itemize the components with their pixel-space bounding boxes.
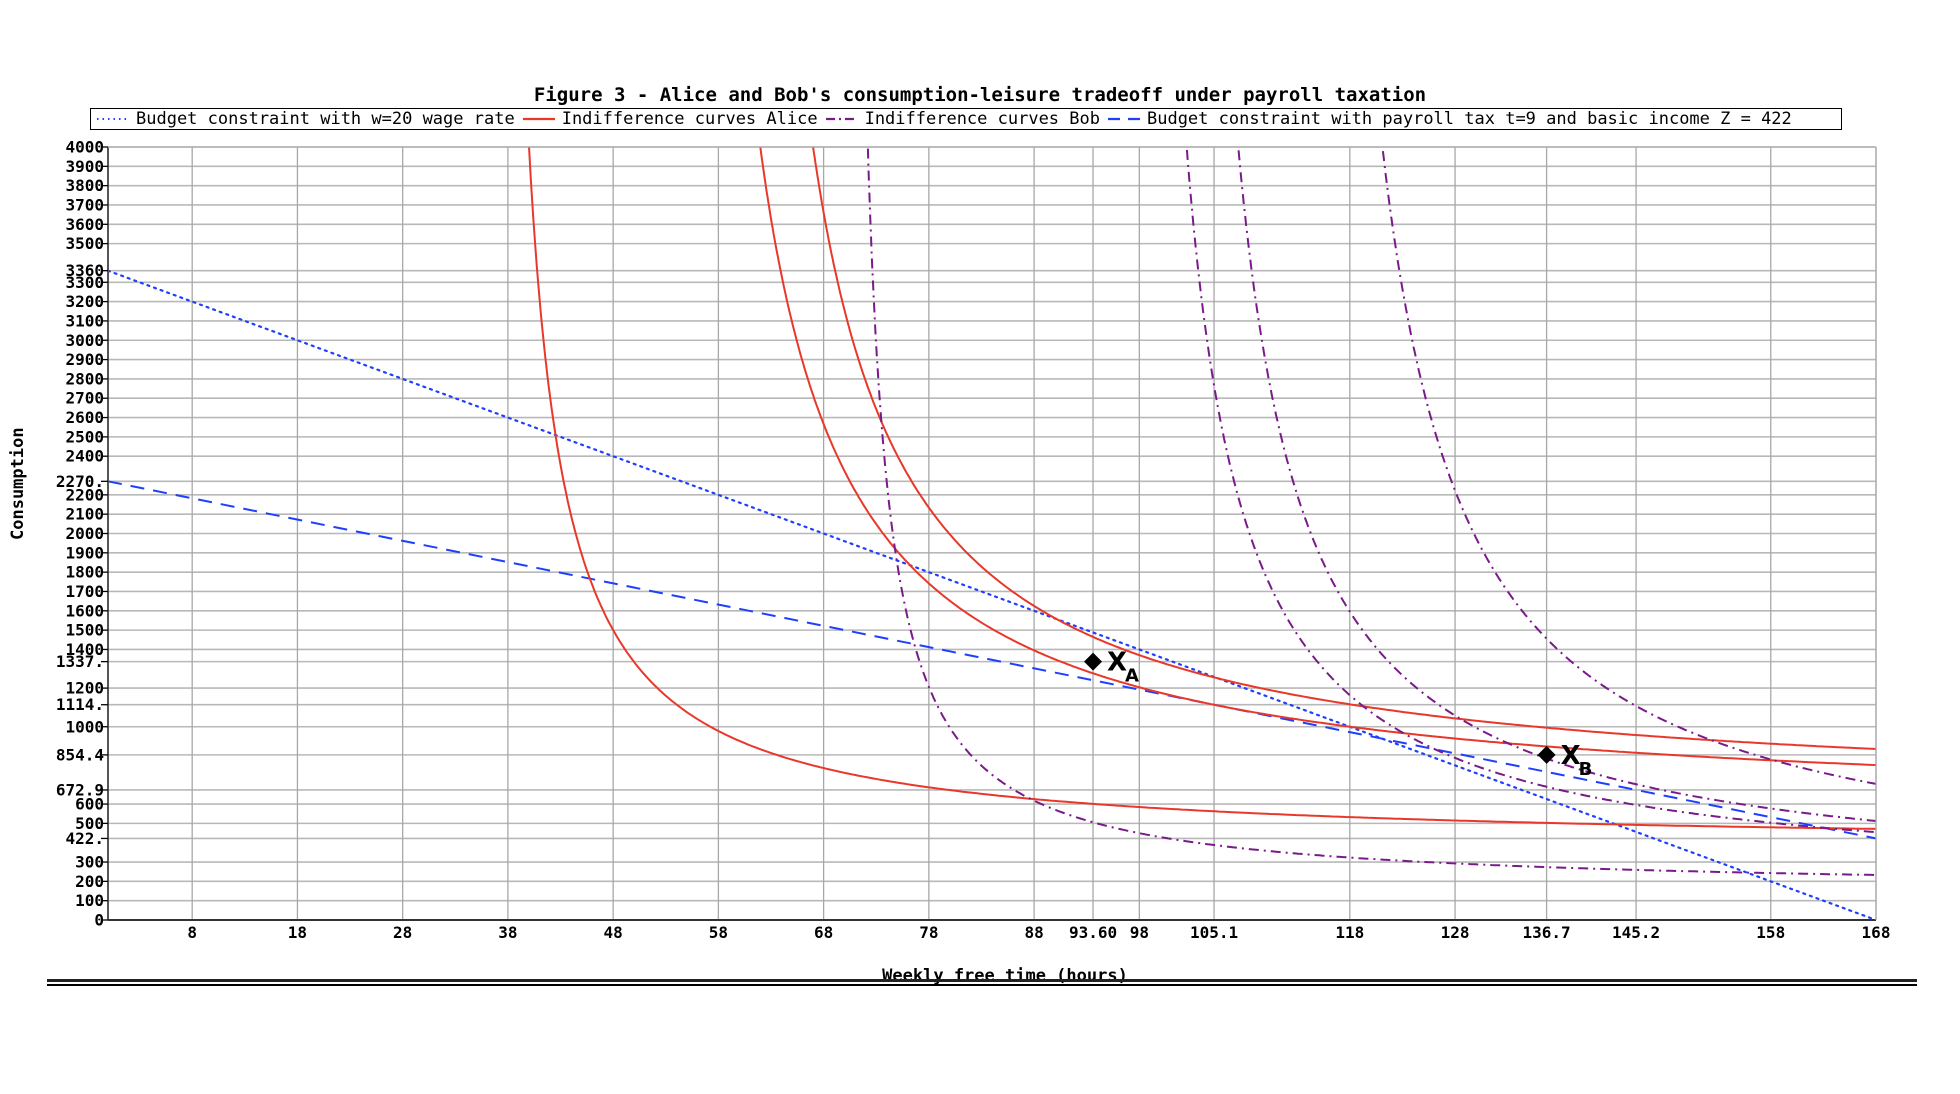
legend-label: Budget constraint with payroll tax t=9 a… xyxy=(1146,109,1792,129)
y-tick-label: 1700 xyxy=(65,582,104,601)
x-tick-label: 98 xyxy=(1130,923,1149,942)
y-tick-label: 1114. xyxy=(56,695,104,714)
x-axis-label: Weekly free time (hours) xyxy=(882,966,1128,986)
y-tick-label: 100 xyxy=(75,891,104,910)
x-tick-label: 38 xyxy=(498,923,517,942)
diamond-marker-icon xyxy=(1537,745,1556,764)
x-tick-label: 18 xyxy=(288,923,307,942)
legend-label: Budget constraint with w=20 wage rate xyxy=(136,109,515,129)
chart-series xyxy=(108,147,1876,920)
marker-label: X xyxy=(1107,648,1127,678)
legend-label: Indifference curves Bob xyxy=(864,109,1100,129)
y-tick-label: 3900 xyxy=(65,157,104,176)
x-tick-label: 118 xyxy=(1335,923,1364,942)
legend-item-alice: Indifference curves Alice xyxy=(521,109,818,129)
y-tick-label: 500 xyxy=(75,814,104,833)
y-tick-label: 422. xyxy=(65,829,104,848)
x-tick-label: 28 xyxy=(393,923,412,942)
y-tick-label: 2000 xyxy=(65,524,104,543)
tick-labels: 0100200300422.500600672.9854.410001114.1… xyxy=(56,138,1891,943)
series-dashdot-5 xyxy=(866,147,1876,876)
x-tick-label: 105.1 xyxy=(1190,923,1238,942)
x-tick-label: 168 xyxy=(1862,923,1891,942)
y-tick-label: 2400 xyxy=(65,447,104,466)
dashdot-line-swatch-icon xyxy=(825,117,858,121)
legend: Budget constraint with w=20 wage rate In… xyxy=(90,108,1842,130)
legend-item-bob: Indifference curves Bob xyxy=(824,109,1100,129)
x-tick-label: 8 xyxy=(187,923,197,942)
y-tick-label: 3300 xyxy=(65,273,104,292)
diamond-marker-icon xyxy=(1084,652,1103,671)
y-tick-label: 3360 xyxy=(65,261,104,280)
y-tick-label: 2100 xyxy=(65,505,104,524)
x-tick-label: 128 xyxy=(1441,923,1470,942)
series-dashdot-7 xyxy=(1237,147,1876,822)
chart-title: Figure 3 - Alice and Bob's consumption-l… xyxy=(533,84,1427,106)
y-tick-label: 2200 xyxy=(65,485,104,504)
bottom-rule-bottom xyxy=(47,984,1917,986)
y-tick-label: 1600 xyxy=(65,601,104,620)
y-tick-label: 300 xyxy=(75,853,104,872)
y-axis-label: Consumption xyxy=(8,427,28,540)
x-tick-label: 136.7 xyxy=(1523,923,1571,942)
marker-subscript: B xyxy=(1579,759,1593,780)
y-tick-label: 3700 xyxy=(65,195,104,214)
x-tick-label: 58 xyxy=(709,923,728,942)
y-tick-label: 200 xyxy=(75,872,104,891)
series-solid-2 xyxy=(528,147,1876,830)
legend-item-budget-wage: Budget constraint with w=20 wage rate xyxy=(95,109,515,129)
y-tick-label: 2270. xyxy=(56,472,104,491)
y-tick-label: 1200 xyxy=(65,679,104,698)
y-tick-label: 1800 xyxy=(65,563,104,582)
series-dashdot-8 xyxy=(1381,147,1876,785)
series-dotted-0 xyxy=(108,269,1876,920)
legend-label: Indifference curves Alice xyxy=(561,109,818,129)
y-tick-label: 2600 xyxy=(65,408,104,427)
series-dashdot-6 xyxy=(1185,147,1876,834)
y-tick-label: 672.9 xyxy=(56,780,104,799)
y-tick-label: 2700 xyxy=(65,389,104,408)
legend-item-budget-tax: Budget constraint with payroll tax t=9 a… xyxy=(1106,109,1792,129)
x-tick-label: 78 xyxy=(919,923,938,942)
y-tick-label: 3100 xyxy=(65,311,104,330)
y-tick-label: 600 xyxy=(75,795,104,814)
y-tick-label: 3500 xyxy=(65,234,104,253)
y-tick-label: 0 xyxy=(94,911,104,930)
x-tick-label: 145.2 xyxy=(1612,923,1660,942)
bottom-rule-top xyxy=(47,979,1917,982)
y-tick-label: 1500 xyxy=(65,621,104,640)
y-tick-label: 3200 xyxy=(65,292,104,311)
y-tick-label: 2800 xyxy=(65,369,104,388)
x-tick-label: 68 xyxy=(814,923,833,942)
y-tick-label: 1900 xyxy=(65,543,104,562)
x-tick-label: 88 xyxy=(1024,923,1043,942)
x-tick-label: 158 xyxy=(1756,923,1785,942)
solid-line-swatch-icon xyxy=(522,117,555,121)
marker-subscript: A xyxy=(1125,666,1139,687)
x-tick-label: 48 xyxy=(604,923,623,942)
x-tick-label: 93.60 xyxy=(1069,923,1117,942)
series-solid-4 xyxy=(812,147,1876,750)
series-dashed-1 xyxy=(108,480,1876,840)
y-tick-label: 1337. xyxy=(56,652,104,671)
y-tick-label: 1400 xyxy=(65,640,104,659)
y-tick-label: 3600 xyxy=(65,215,104,234)
marker-label: X xyxy=(1561,741,1581,771)
y-tick-label: 2900 xyxy=(65,350,104,369)
y-tick-label: 2500 xyxy=(65,427,104,446)
series-solid-3 xyxy=(759,147,1876,766)
y-tick-label: 854.4 xyxy=(56,745,104,764)
y-tick-label: 4000 xyxy=(65,138,104,157)
dashed-line-swatch-icon xyxy=(1107,117,1140,121)
y-tick-label: 1000 xyxy=(65,717,104,736)
y-tick-label: 3000 xyxy=(65,331,104,350)
grid-lines xyxy=(108,146,1877,921)
y-tick-label: 3800 xyxy=(65,176,104,195)
